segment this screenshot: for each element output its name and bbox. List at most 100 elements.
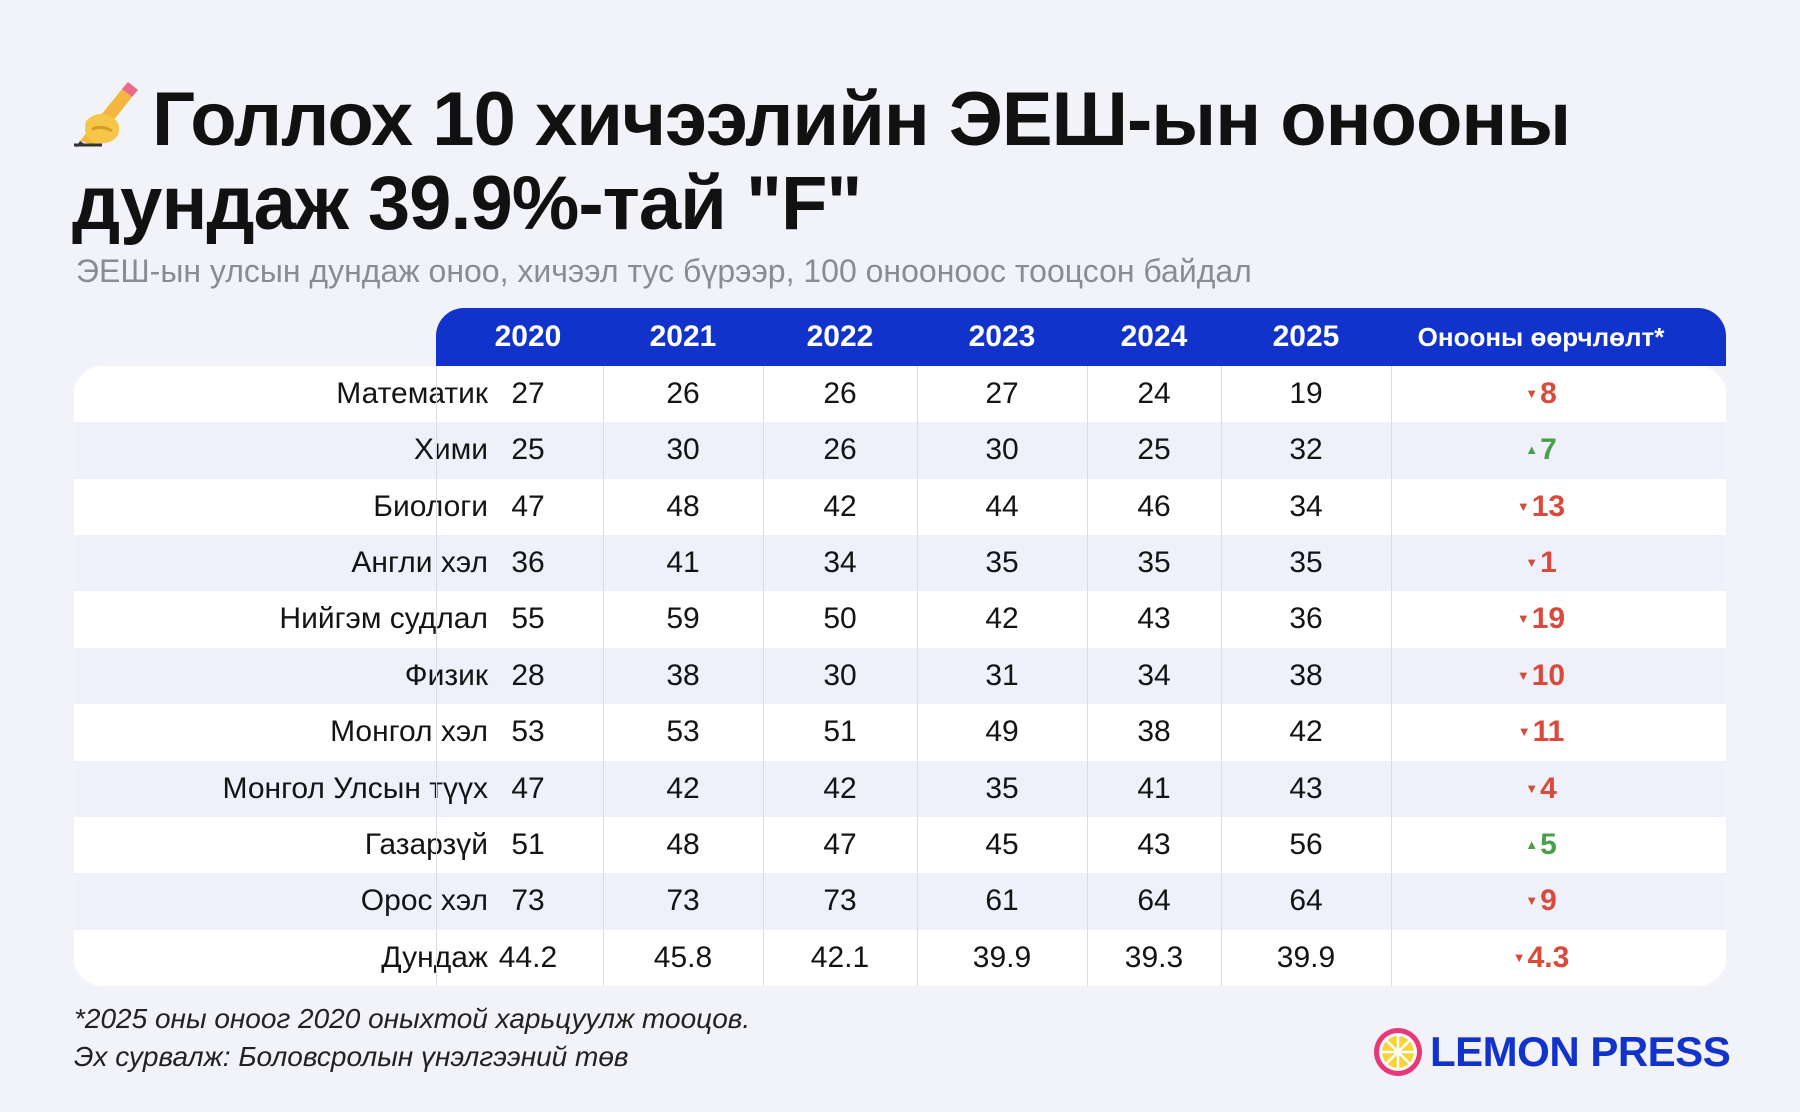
page-title: Голлох 10 хичээлийн ЭЕШ-ын онооны дундаж… [72, 78, 1722, 246]
table-cell-value: 42 [823, 771, 857, 805]
table-cell-value: 36 [511, 546, 545, 580]
triangle-down-icon: ▼ [1525, 893, 1539, 909]
table-cell-value: 42 [1289, 715, 1323, 749]
column-divider [763, 366, 764, 986]
table-cell-value: 47 [823, 827, 857, 861]
table-cell-value: 34 [823, 546, 857, 580]
triangle-down-icon: ▼ [1517, 724, 1531, 740]
table-cell-value: 42 [823, 489, 857, 523]
table-cell-value: 26 [823, 377, 857, 410]
table-cell-value: 64 [1289, 884, 1323, 918]
table-cell-value: 73 [823, 884, 857, 918]
table-cell-value: 43 [1289, 771, 1323, 805]
triangle-down-icon: ▼ [1516, 667, 1530, 683]
table-row: Хими 25 30 26 30 25 32 ▲7 [74, 422, 1726, 479]
title-text-line-1: Голлох 10 хичээлийн ЭЕШ-ын онооны [152, 77, 1571, 162]
table-cell-value: 53 [666, 715, 700, 749]
change-value: 19 [1531, 602, 1566, 636]
table-cell-value: 25 [1137, 433, 1171, 467]
table-cell-value: 28 [511, 658, 545, 692]
change-value: 10 [1531, 658, 1566, 692]
table-cell-value: 24 [1137, 377, 1171, 410]
change-cell: ▼4.3 [1391, 930, 1691, 986]
column-header-year: 2025 [1272, 320, 1340, 353]
column-divider [917, 366, 918, 986]
row-subject: Монгол хэл [330, 715, 488, 749]
table-cell-value: 27 [511, 377, 545, 410]
row-subject: Дундаж [381, 940, 488, 974]
table-cell-value: 34 [1289, 489, 1323, 523]
table-cell-value: 51 [511, 827, 545, 861]
table-row-average: Дундаж 44.2 45.8 42.1 39.9 39.3 39.9 ▼4.3 [74, 930, 1726, 986]
row-subject: Хими [413, 433, 488, 467]
change-value: 11 [1532, 715, 1565, 749]
row-subject: Нийгэм судлал [279, 602, 488, 636]
column-header-year: 2022 [806, 320, 874, 353]
table-cell-value: 55 [511, 602, 545, 636]
table-cell-value: 45 [985, 827, 1019, 861]
table-cell-value: 61 [985, 884, 1019, 918]
data-table: Математик 27 26 26 27 24 19 ▼8 Хими 25 30 26 30 25 32 ▲… [74, 366, 1726, 986]
table-row: Монгол хэл 53 53 51 49 38 42 ▼11 [74, 704, 1726, 760]
row-subject: Биологи [373, 489, 488, 523]
row-subject: Англи хэл [351, 546, 488, 580]
change-value: 7 [1540, 433, 1557, 467]
table-cell-value: 32 [1289, 433, 1323, 467]
triangle-down-icon: ▼ [1525, 780, 1539, 796]
table-cell-value: 35 [1289, 546, 1323, 580]
triangle-up-icon: ▲ [1525, 442, 1539, 458]
table-cell-value: 35 [985, 771, 1019, 805]
row-subject: Монгол Улсын түүх [222, 771, 489, 805]
table-cell-value: 73 [666, 884, 700, 918]
table-cell-value: 35 [985, 546, 1019, 580]
writing-hand-icon [74, 82, 138, 147]
change-cell: ▼11 [1391, 704, 1691, 760]
title-text-line-2: дундаж 39.9%-тай "F" [72, 161, 862, 246]
footnote: *2025 оны оноог 2020 оныхтой харьцуулж т… [74, 1000, 750, 1076]
table-cell-value: 26 [666, 377, 700, 410]
footnote-line-1: *2025 оны оноог 2020 оныхтой харьцуулж т… [74, 1003, 751, 1034]
change-value: 9 [1540, 884, 1557, 918]
table-row: Биологи 47 48 42 44 46 34 ▼13 [74, 479, 1726, 535]
row-subject: Физик [404, 658, 488, 692]
change-value: 1 [1540, 546, 1557, 580]
row-subject: Математик [336, 377, 488, 410]
change-cell: ▼9 [1391, 873, 1691, 929]
table-cell-value: 39.9 [972, 940, 1032, 974]
table-cell-value: 38 [1137, 715, 1171, 749]
change-cell: ▼8 [1391, 366, 1691, 422]
triangle-down-icon: ▼ [1512, 949, 1526, 965]
table-cell-value: 42 [666, 771, 700, 805]
column-header-change: Онооны өөрчлөлт* [1417, 322, 1665, 352]
table-row: Англи хэл 36 41 34 35 35 35 ▼1 [74, 535, 1726, 592]
column-header-year: 2023 [968, 320, 1036, 353]
table-cell-value: 42.1 [810, 940, 870, 974]
column-divider [1391, 366, 1392, 986]
table-cell-value: 39.9 [1276, 940, 1336, 974]
change-cell: ▼1 [1391, 535, 1691, 591]
table-cell-value: 48 [666, 489, 700, 523]
table-cell-value: 47 [511, 489, 545, 523]
row-subject: Газарзүй [364, 827, 488, 861]
table-cell-value: 44 [985, 489, 1019, 523]
table-cell-value: 44.2 [498, 940, 558, 974]
table-row: Физик 28 38 30 31 34 38 ▼10 [74, 647, 1726, 705]
table-cell-value: 42 [985, 602, 1019, 636]
change-value: 4 [1540, 771, 1557, 805]
table-cell-value: 59 [666, 602, 700, 636]
column-header-year: 2024 [1120, 320, 1188, 353]
triangle-down-icon: ▼ [1516, 611, 1530, 627]
triangle-down-icon: ▼ [1516, 498, 1530, 514]
table-cell-value: 43 [1137, 602, 1171, 636]
table-row: Газарзүй 51 48 47 45 43 56 ▲5 [74, 817, 1726, 873]
table-cell-value: 47 [511, 771, 545, 805]
table-cell-value: 26 [823, 433, 857, 467]
table-cell-value: 53 [511, 715, 545, 749]
change-value: 4.3 [1527, 940, 1570, 974]
table-row: Орос хэл 73 73 73 61 64 64 ▼9 [74, 873, 1726, 930]
table-cell-value: 19 [1289, 377, 1323, 410]
column-divider [436, 366, 437, 986]
change-cell: ▼10 [1391, 648, 1691, 704]
table-row: Математик 27 26 26 27 24 19 ▼8 [74, 366, 1726, 422]
footnote-source: Эх сурвалж: Боловсролын үнэлгээний төв [74, 1041, 629, 1072]
